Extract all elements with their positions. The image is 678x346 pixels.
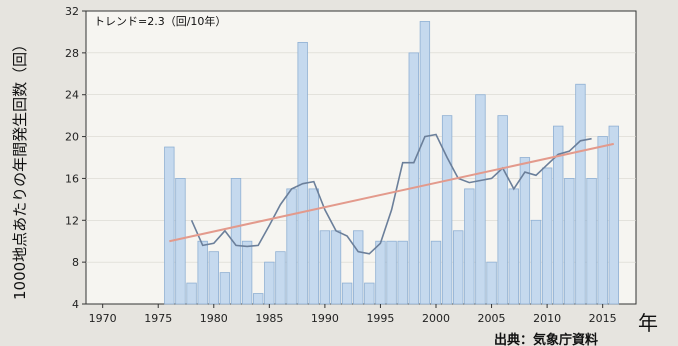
bar-1982	[230, 178, 242, 305]
bar-2002	[453, 230, 464, 305]
bar-2003	[464, 188, 475, 305]
x-tick-label: 2000	[422, 312, 450, 325]
y-tick-label: 16	[65, 172, 79, 185]
bar-1989	[308, 188, 319, 305]
x-tick-label: 1990	[311, 312, 339, 325]
bar-1988	[297, 41, 308, 305]
x-tick-label: 2010	[533, 312, 561, 325]
bar-2001	[441, 115, 453, 305]
bar-1992	[341, 282, 353, 305]
bar-2000	[430, 240, 442, 305]
bar-1986	[275, 251, 286, 305]
bar-1981	[219, 272, 231, 305]
x-tick-label: 1985	[255, 312, 283, 325]
bar-2004	[475, 94, 486, 305]
y-tick-label: 4	[72, 298, 79, 311]
x-tick-label: 1975	[144, 312, 172, 325]
y-tick-label: 12	[65, 214, 79, 227]
bar-1980	[208, 251, 219, 305]
bar-2005	[486, 261, 497, 305]
bar-2010	[541, 167, 553, 305]
bar-2015	[597, 136, 608, 305]
bar-2008	[519, 157, 531, 305]
y-tick-label: 8	[72, 256, 79, 269]
bar-2014	[586, 178, 597, 305]
bar-1995	[375, 240, 386, 305]
bar-2012	[564, 178, 575, 305]
bar-2006	[497, 115, 508, 305]
source-label: 出典：気象庁資料	[494, 332, 598, 346]
trend-annotation: トレンド=2.3（回/10年）	[94, 14, 226, 28]
bar-1979	[197, 240, 208, 305]
y-tick-label: 32	[65, 5, 79, 18]
bar-1985	[264, 261, 275, 305]
bar-1997	[397, 240, 408, 305]
x-axis-unit: 年	[638, 311, 658, 335]
moving-average-line	[190, 133, 592, 255]
bar-2016	[608, 125, 619, 305]
bar-1984	[253, 293, 264, 305]
x-tick-label: 1980	[200, 312, 228, 325]
bar-1996	[386, 240, 397, 305]
bar-1976	[164, 146, 175, 305]
x-tick-label: 1970	[89, 312, 117, 325]
x-tick-label: 2015	[589, 312, 617, 325]
bar-1983	[241, 240, 253, 305]
bar-1977	[175, 178, 186, 305]
bar-2013	[575, 83, 586, 305]
y-axis-label: 1000地点あたりの年間発生回数（回）	[11, 37, 29, 300]
x-tick-label: 2005	[478, 312, 506, 325]
bar-1994	[364, 282, 375, 305]
x-tick-label: 1995	[366, 312, 394, 325]
bar-2011	[553, 125, 564, 305]
trend-line	[169, 142, 614, 243]
bar-1991	[330, 230, 342, 305]
bar-2007	[508, 188, 519, 305]
y-tick-label: 28	[65, 47, 79, 60]
bar-1993	[353, 230, 364, 305]
bar-2009	[530, 219, 542, 305]
bar-1998	[408, 52, 419, 305]
y-tick-label: 20	[65, 131, 79, 144]
bar-1999	[419, 21, 431, 305]
bar-1990	[319, 230, 331, 305]
bar-1987	[286, 188, 297, 305]
bar-1978	[186, 282, 197, 305]
y-tick-label: 24	[65, 89, 79, 102]
